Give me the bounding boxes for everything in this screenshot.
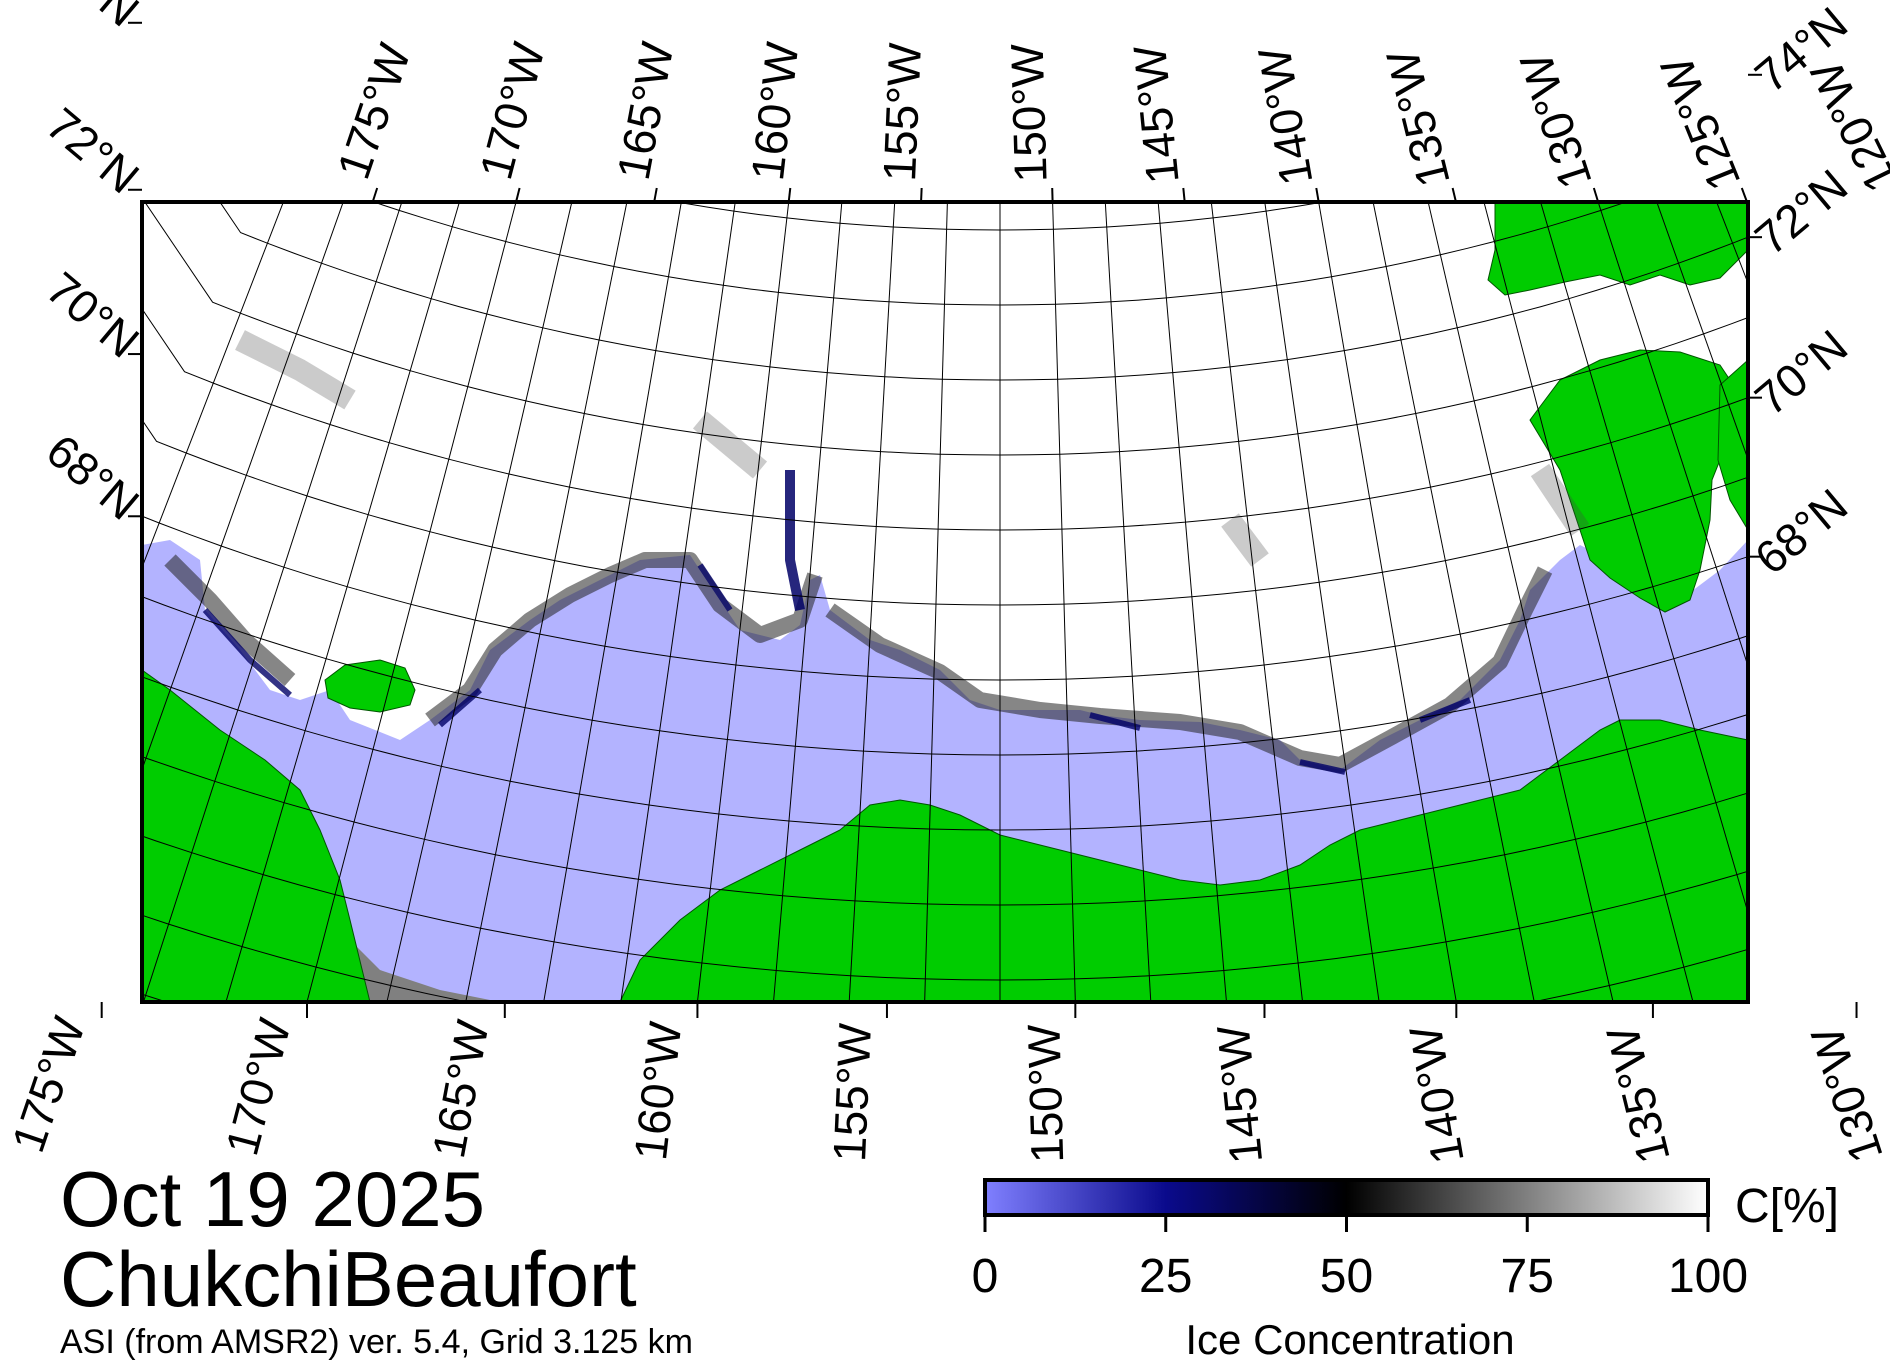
parallel-line <box>142 835 1748 981</box>
land-chukotka <box>142 669 371 1002</box>
top-lon-label: 175°W <box>327 37 421 185</box>
parallel-line <box>0 0 1890 80</box>
parallel-line <box>142 515 1748 681</box>
colorbar-tick-label: 75 <box>1501 1250 1554 1303</box>
colorbar: 0 25 50 75 100 C[%] Ice Concentration <box>972 1178 1839 1363</box>
colorbar-tick-label: 50 <box>1320 1250 1373 1303</box>
top-lon-label: 160°W <box>741 39 808 183</box>
top-lon-label: 125°W <box>1650 49 1750 197</box>
top-tick <box>515 187 521 203</box>
top-longitude-labels: 160°E165°E170°E175°E180°175°W170°W165°W1… <box>327 37 1890 201</box>
bottom-longitude-labels: 180°175°W170°W165°W160°W155°W150°W145°W1… <box>1 1010 1890 1169</box>
parallel-line <box>142 756 1748 906</box>
colorbar-unit: C[%] <box>1735 1180 1839 1233</box>
colorbar-gradient <box>983 1178 1710 1217</box>
top-tick <box>1740 187 1748 203</box>
map-panel <box>0 0 1890 1002</box>
left-lat-label: 70°N <box>37 262 149 368</box>
parallel-line <box>142 596 1748 756</box>
bottom-lon-label: 145°W <box>1207 1022 1273 1166</box>
colorbar-tick-label: 0 <box>972 1250 999 1303</box>
map-frame <box>140 200 1750 1004</box>
parallel-line <box>0 0 1890 5</box>
map-region: ChukchiBeaufort <box>60 1235 637 1323</box>
right-lat-label: 72°N <box>1745 159 1857 265</box>
product-info: ASI (from AMSR2) ver. 5.4, Grid 3.125 km <box>60 1323 693 1361</box>
colorbar-tick-label: 100 <box>1668 1250 1748 1303</box>
land-victoria-island <box>1717 359 1748 531</box>
parallel-line <box>219 202 1748 381</box>
missing-data-area <box>350 940 500 1002</box>
bottom-lon-label: 130°W <box>1800 1020 1890 1168</box>
top-tick <box>653 187 658 203</box>
top-tick <box>1451 187 1457 203</box>
parallel-line <box>673 202 1327 231</box>
land-alaska <box>619 719 1748 1002</box>
right-lat-label: 70°N <box>1745 319 1857 425</box>
graticule <box>0 0 1890 1002</box>
parallel-line <box>142 418 1748 606</box>
right-lat-label: 68°N <box>1745 478 1857 584</box>
parallel-line <box>142 307 1748 531</box>
top-lon-label: 130°W <box>1509 47 1601 195</box>
land-arctic-islands <box>1487 202 1748 296</box>
top-lon-label: 150°W <box>1001 43 1057 184</box>
top-tick <box>1592 187 1600 203</box>
axis-ticks <box>100 21 1858 1018</box>
map-date: Oct 19 2025 <box>60 1155 485 1243</box>
bottom-lon-label: 155°W <box>823 1022 881 1163</box>
top-lon-label: 145°W <box>1123 43 1189 187</box>
colorbar-tick-label: 25 <box>1139 1250 1192 1303</box>
top-tick <box>1182 187 1186 203</box>
left-lat-label: 68°N <box>37 424 149 530</box>
ice-edge-band <box>164 330 1590 775</box>
colorbar-title: Ice Concentration <box>1185 1316 1514 1363</box>
parallel-line <box>372 202 1628 306</box>
left-latitude-labels: 74°N 72°N 70°N 68°N <box>37 0 149 530</box>
left-lat-label: 72°N <box>37 98 149 204</box>
meridian-line <box>1869 0 1890 677</box>
bottom-lon-label: 140°W <box>1399 1022 1474 1168</box>
bottom-lon-label: 160°W <box>624 1019 691 1163</box>
bottom-lon-label: 175°W <box>1 1010 95 1158</box>
top-lon-label: 155°W <box>873 41 931 182</box>
parallel-line <box>0 0 1890 155</box>
bottom-lon-label: 150°W <box>1017 1023 1073 1164</box>
bottom-lon-label: 170°W <box>215 1013 300 1161</box>
top-lon-label: 165°W <box>607 38 684 184</box>
top-tick <box>1315 187 1320 203</box>
top-tick <box>920 187 923 203</box>
top-lon-label: 140°W <box>1248 43 1323 189</box>
parallel-line <box>144 202 1748 456</box>
bottom-lon-label: 165°W <box>422 1016 499 1162</box>
top-lon-label: 135°W <box>1376 44 1460 192</box>
parallel-line <box>142 676 1748 831</box>
top-tick <box>787 187 792 203</box>
bottom-lon-label: 135°W <box>1596 1021 1680 1169</box>
top-tick <box>371 187 379 203</box>
colorbar-ticks: 0 25 50 75 100 <box>972 1215 1748 1303</box>
top-lon-label: 170°W <box>469 37 554 185</box>
left-lat-label: 74°N <box>37 0 149 36</box>
